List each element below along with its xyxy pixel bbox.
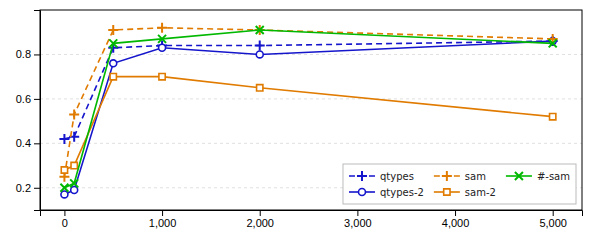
tick: 0.4	[16, 137, 40, 149]
legend-item: sam-2	[434, 187, 496, 198]
series	[59, 23, 557, 182]
tick-label: 0.6	[16, 93, 31, 105]
tick: 0	[62, 210, 68, 229]
tick-label: 0.8	[16, 48, 31, 60]
chart: 0 1,000 2,000 3,000 4,000 5,000 0.2 0.4 0.6 0.8 qt…	[0, 0, 594, 234]
tick: 5,000	[539, 210, 567, 229]
series-group	[59, 23, 557, 198]
point	[108, 25, 118, 35]
legend: qtypes qtypes-2 sam sam-2 #-sam	[343, 164, 576, 204]
point	[158, 35, 166, 43]
tick-mark	[64, 210, 65, 216]
tick-mark	[162, 210, 163, 216]
plot-frame	[40, 10, 582, 210]
legend-item: qtypes	[349, 171, 414, 182]
point	[110, 74, 116, 80]
tick-mark	[357, 210, 358, 216]
point	[109, 39, 117, 47]
y-axis: 0.2 0.4 0.6 0.8	[16, 11, 41, 211]
point	[159, 74, 165, 80]
tick-mark	[260, 210, 261, 216]
legend-frame	[343, 164, 576, 204]
legend-label: qtypes	[380, 171, 414, 182]
point	[61, 191, 68, 198]
plot: 0 1,000 2,000 3,000 4,000 5,000 0.2 0.4 0.6 0.8 qt…	[16, 10, 583, 229]
point	[159, 44, 166, 51]
tick: 0.6	[16, 93, 40, 105]
tick: 1,000	[149, 210, 177, 229]
legend-label: qtypes-2	[380, 187, 424, 198]
legend-item: qtypes-2	[349, 187, 424, 198]
point	[255, 41, 265, 51]
line	[64, 28, 552, 177]
point	[550, 114, 556, 120]
legend-marker	[357, 171, 367, 181]
line	[64, 41, 552, 194]
tick-mark	[34, 54, 40, 55]
tick-mark	[553, 210, 554, 216]
grid-line	[40, 98, 582, 99]
tick-label: 0.4	[16, 137, 31, 149]
tick-label: 0.2	[16, 182, 31, 194]
point	[71, 162, 77, 168]
point	[70, 179, 78, 187]
tick: 0.8	[16, 48, 40, 60]
x-axis: 0 1,000 2,000 3,000 4,000 5,000	[41, 210, 583, 229]
line	[64, 77, 552, 170]
legend-marker	[444, 189, 450, 195]
point	[110, 60, 117, 67]
tick-label: 3,000	[344, 217, 372, 229]
legend-marker	[442, 171, 452, 181]
tick-mark	[34, 188, 40, 189]
tick-label: 1,000	[149, 217, 177, 229]
axis-line	[41, 211, 583, 217]
legend-label: sam-2	[465, 187, 496, 198]
series	[61, 38, 556, 198]
legend-item: sam	[434, 171, 486, 182]
tick-label: 2,000	[246, 217, 274, 229]
point	[59, 134, 69, 144]
point	[157, 23, 167, 33]
point	[257, 85, 263, 91]
tick-label: 0	[62, 217, 68, 229]
point	[549, 39, 557, 47]
legend-marker	[515, 172, 523, 180]
tick-label: 4,000	[442, 217, 470, 229]
grid-line	[40, 54, 582, 55]
point	[61, 167, 67, 173]
tick-mark	[34, 143, 40, 144]
series	[61, 74, 556, 174]
point	[71, 187, 78, 194]
point	[256, 51, 263, 58]
tick-label: 5,000	[539, 217, 567, 229]
grid-line	[40, 143, 582, 144]
tick: 2,000	[246, 210, 274, 229]
point	[69, 109, 79, 119]
legend-marker	[359, 189, 366, 196]
point	[256, 26, 264, 34]
legend-item: #-sam	[506, 171, 570, 182]
tick-mark	[455, 210, 456, 216]
tick: 3,000	[344, 210, 372, 229]
legend-label: #-sam	[537, 171, 570, 182]
tick: 0.2	[16, 182, 40, 194]
tick-mark	[34, 99, 40, 100]
point	[60, 184, 68, 192]
tick: 4,000	[442, 210, 470, 229]
legend-label: sam	[465, 171, 486, 182]
